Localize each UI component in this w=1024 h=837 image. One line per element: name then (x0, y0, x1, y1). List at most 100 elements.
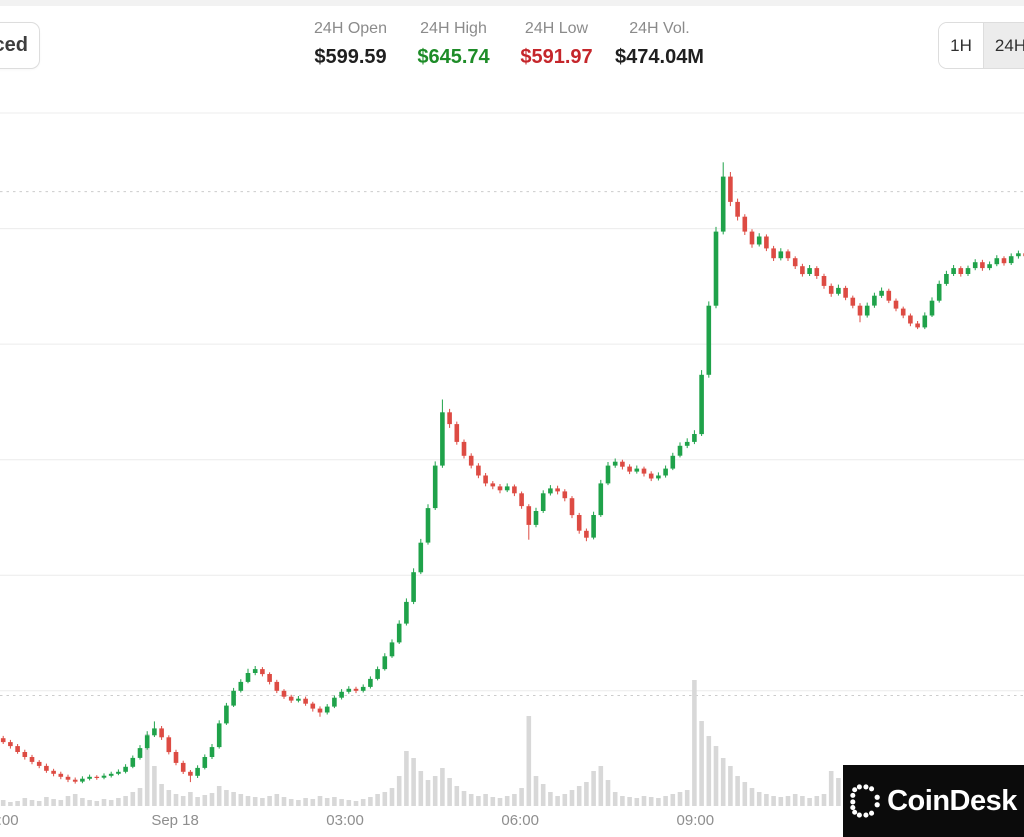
volume-bar (692, 680, 697, 806)
advanced-button-cropped[interactable]: ced (0, 22, 40, 69)
candle-up (533, 511, 539, 525)
stat-value-open: $599.59 (314, 46, 387, 68)
candle-down (454, 424, 460, 442)
candle-down (576, 515, 582, 531)
candle-up (137, 748, 143, 758)
coindesk-watermark-link[interactable]: CoinDesk (843, 765, 1024, 837)
candle-up (972, 262, 978, 269)
candle-up (324, 706, 330, 713)
candle-up (807, 268, 812, 274)
candle-down (886, 290, 892, 301)
time-axis: :00 Sep 18 03:00 06:00 09:00 (0, 810, 1024, 834)
candle-up (375, 669, 380, 679)
candle-down (447, 412, 452, 425)
candle-down (461, 441, 467, 456)
volume-bar (8, 802, 13, 806)
candle-up (116, 771, 121, 774)
volume-bar (454, 786, 460, 806)
candle-up (936, 283, 942, 301)
coindesk-logo-text: CoinDesk (887, 784, 1017, 817)
volume-bar (440, 768, 445, 806)
volume-bar (699, 721, 704, 806)
candle-down (94, 776, 100, 778)
candle-up (677, 445, 683, 456)
volume-bar (288, 799, 294, 806)
candle-down (310, 703, 316, 709)
volume-bar (641, 796, 647, 806)
volume-bar (620, 796, 625, 806)
candle-up (382, 656, 388, 670)
volume-bar (296, 800, 301, 806)
candle-up (216, 723, 222, 748)
volume-bar (245, 796, 251, 806)
volume-bar (742, 782, 748, 806)
volume-bar (274, 794, 280, 806)
volume-bar (677, 792, 683, 806)
volume-bar (130, 792, 136, 806)
x-axis-label: 06:00 (501, 812, 539, 829)
candle-down (526, 506, 532, 525)
x-axis-label: 09:00 (676, 812, 715, 829)
volume-bar (432, 776, 438, 806)
candle-down (490, 483, 496, 487)
candle-down (792, 258, 798, 267)
volume-bar (303, 798, 308, 806)
volume-bar (144, 734, 150, 806)
candle-down (648, 473, 654, 479)
volume-bar (612, 792, 618, 806)
candle-up (540, 493, 546, 511)
volume-bar (180, 796, 186, 806)
candle-up (720, 176, 726, 232)
stat-value-vol: $474.04M (615, 46, 704, 68)
volume-bar (749, 788, 755, 806)
candle-down (562, 491, 568, 499)
stats-row: 24H Open $599.59 24H High $645.74 24H Lo… (299, 18, 711, 72)
volume-bar (483, 794, 488, 806)
candle-up (706, 305, 712, 375)
volume-bar (785, 796, 791, 806)
candle-up (605, 465, 611, 484)
volume-bar (29, 800, 35, 806)
volume-bar (706, 736, 712, 806)
stat-24h-high: 24H High $645.74 (402, 18, 505, 72)
volume-bar (15, 801, 20, 806)
candle-down (188, 771, 193, 776)
coindesk-logo-icon (850, 784, 880, 818)
volume-bar (807, 798, 812, 806)
candle-up (634, 468, 640, 472)
volume-bar (562, 794, 568, 806)
candle-down (627, 466, 632, 472)
volume-bar (188, 792, 193, 806)
candle-down (764, 236, 769, 249)
volume-bar (72, 794, 78, 806)
candle-down (800, 266, 805, 275)
volume-bar (512, 794, 517, 806)
candle-up (1008, 256, 1014, 264)
candle-up (231, 690, 236, 706)
candle-up (418, 542, 424, 573)
volume-bar (360, 799, 366, 806)
volume-bar (821, 794, 827, 806)
volume-bar (792, 794, 798, 806)
stat-24h-vol: 24H Vol. $474.04M (608, 18, 711, 72)
volume-bar (166, 790, 172, 806)
candle-down (843, 287, 848, 298)
range-option-24h-selected[interactable]: 24H (983, 23, 1024, 68)
volume-bar (36, 801, 42, 806)
candle-down (1001, 258, 1007, 264)
top-edge-strip (0, 0, 1024, 6)
volume-bar (728, 766, 733, 806)
stat-label: 24H High (420, 20, 487, 37)
volume-bar (195, 797, 200, 806)
candle-down (641, 468, 647, 474)
candlestick-chart-canvas[interactable] (0, 0, 1024, 812)
candle-up (548, 488, 553, 494)
volume-bar (346, 800, 352, 806)
candle-up (425, 508, 431, 543)
volume-bar (548, 792, 553, 806)
candle-up (80, 778, 85, 782)
volume-bar (173, 794, 179, 806)
volume-bar (22, 798, 28, 806)
volume-bar (828, 771, 834, 806)
range-option-1h[interactable]: 1H (939, 23, 983, 68)
